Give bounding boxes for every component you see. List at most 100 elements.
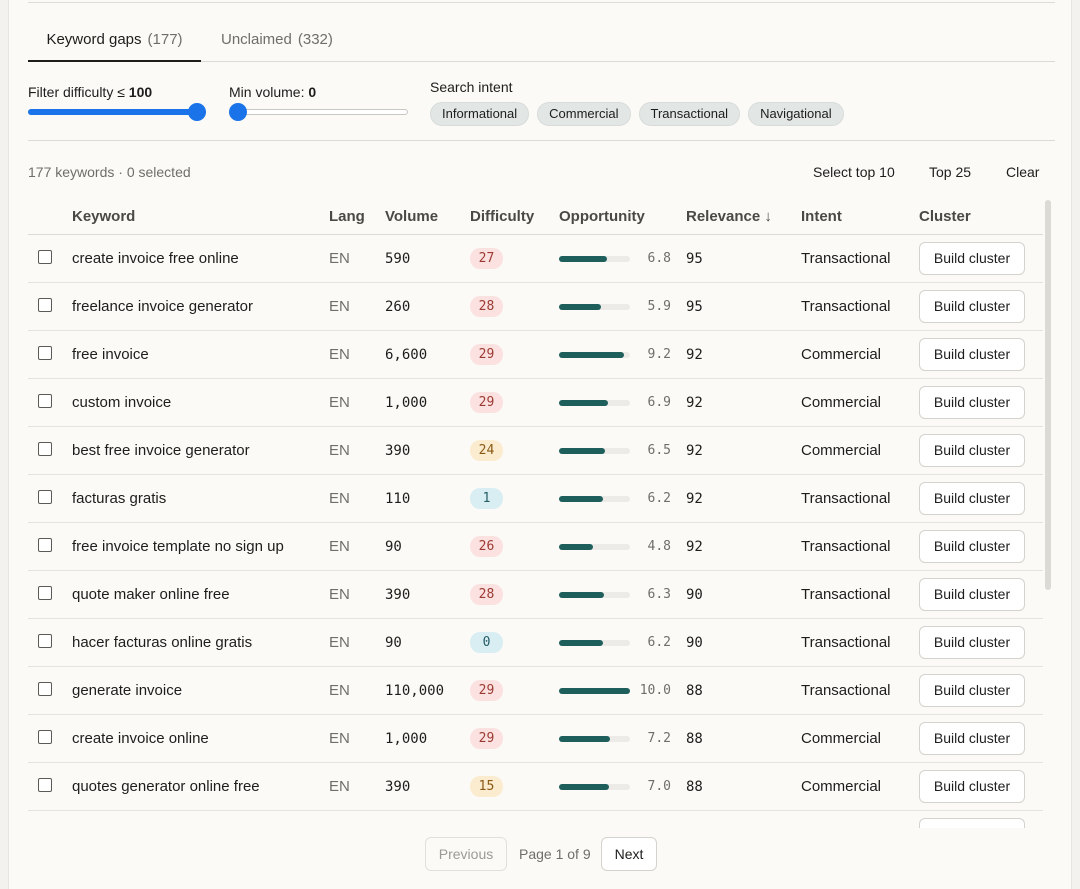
intent-chip-commercial[interactable]: Commercial (537, 102, 631, 126)
volume-cell: 1,000 (385, 731, 428, 747)
row-checkbox[interactable] (38, 490, 52, 504)
build-cluster-button[interactable]: Build cluster (919, 242, 1025, 275)
keyword-cell: hacer facturas online gratis (72, 634, 253, 651)
opportunity-bar-fill (559, 304, 601, 310)
tab-keyword-gaps[interactable]: Keyword gaps (177) (28, 20, 201, 62)
volume-cell: 90 (385, 635, 402, 651)
row-checkbox[interactable] (38, 298, 52, 312)
row-checkbox[interactable] (38, 250, 52, 264)
row-checkbox[interactable] (38, 682, 52, 696)
row-checkbox[interactable] (38, 586, 52, 600)
row-checkbox[interactable] (38, 634, 52, 648)
volume-cell: 590 (385, 251, 411, 267)
build-cluster-button[interactable]: Build cluster (919, 626, 1025, 659)
intent-chip-informational[interactable]: Informational (430, 102, 530, 126)
build-cluster-button[interactable]: Build cluster (919, 482, 1025, 515)
opportunity-value: 6.2 (647, 491, 671, 506)
table-row: free invoice template no sign up EN 90 26 4.… (28, 523, 1043, 571)
keyword-cell: best free invoice generator (72, 442, 250, 459)
top-25-button[interactable]: Top 25 (929, 164, 972, 180)
difficulty-badge: 29 (470, 680, 503, 701)
opportunity-value: 10.0 (639, 683, 671, 698)
opportunity-bar-fill (559, 256, 608, 262)
lang-cell: EN (329, 634, 350, 651)
difficulty-filter-text: Filter difficulty ≤ (28, 84, 129, 100)
tab-unclaimed[interactable]: Unclaimed (332) (221, 20, 333, 62)
intent-cell: Commercial (801, 394, 882, 411)
column-header-relevance[interactable]: Relevance ↓ (686, 208, 772, 225)
row-checkbox[interactable] (38, 730, 52, 744)
keyword-cell: custom invoice (72, 394, 172, 411)
difficulty-slider[interactable] (28, 102, 206, 122)
keyword-cell: free invoice template no sign up (72, 538, 284, 555)
row-checkbox[interactable] (38, 538, 52, 552)
volume-slider-track (238, 109, 408, 115)
table-header: Keyword Lang Volume Difficulty Opportuni… (28, 199, 1043, 235)
build-cluster-button[interactable]: Build cluster (919, 338, 1025, 371)
opportunity-value: 7.0 (647, 779, 671, 794)
relevance-cell: 95 (686, 299, 703, 315)
relevance-cell: 88 (686, 731, 703, 747)
partial-build-cluster-button (919, 818, 1025, 828)
row-checkbox[interactable] (38, 346, 52, 360)
volume-filter-label: Min volume: 0 (229, 84, 316, 100)
difficulty-badge: 24 (470, 440, 503, 461)
next-page-button[interactable]: Next (601, 837, 657, 871)
lang-cell: EN (329, 778, 350, 795)
table-row: quote maker online free EN 390 28 6.3 90 Trans… (28, 571, 1043, 619)
lang-cell: EN (329, 586, 350, 603)
tab-unclaimed-count: (332) (297, 31, 333, 48)
lang-cell: EN (329, 682, 350, 699)
lang-cell: EN (329, 346, 350, 363)
column-header-difficulty[interactable]: Difficulty (470, 208, 535, 225)
opportunity-bar (559, 256, 630, 262)
build-cluster-button[interactable]: Build cluster (919, 530, 1025, 563)
column-header-lang[interactable]: Lang (329, 208, 365, 225)
column-header-opportunity[interactable]: Opportunity (559, 208, 645, 225)
relevance-cell: 92 (686, 491, 703, 507)
volume-slider[interactable] (229, 102, 408, 122)
volume-slider-thumb[interactable] (229, 103, 247, 121)
intent-cell: Transactional (801, 634, 891, 651)
previous-page-button[interactable]: Previous (425, 837, 507, 871)
keyword-cell: quote maker online free (72, 586, 230, 603)
relevance-cell: 90 (686, 587, 703, 603)
build-cluster-button[interactable]: Build cluster (919, 770, 1025, 803)
table-row: facturas gratis EN 110 1 6.2 92 Transactional B… (28, 475, 1043, 523)
build-cluster-button[interactable]: Build cluster (919, 386, 1025, 419)
build-cluster-button[interactable]: Build cluster (919, 722, 1025, 755)
difficulty-slider-thumb[interactable] (188, 103, 206, 121)
select-top-10-button[interactable]: Select top 10 (813, 164, 895, 180)
opportunity-bar-fill (559, 448, 606, 454)
build-cluster-button[interactable]: Build cluster (919, 434, 1025, 467)
page-indicator: Page 1 of 9 (519, 846, 591, 862)
build-cluster-button[interactable]: Build cluster (919, 578, 1025, 611)
intent-chips: Informational Commercial Transactional N… (430, 102, 844, 126)
opportunity-bar (559, 496, 630, 502)
lang-cell: EN (329, 730, 350, 747)
opportunity-value: 6.5 (647, 443, 671, 458)
build-cluster-button[interactable]: Build cluster (919, 290, 1025, 323)
row-checkbox[interactable] (38, 394, 52, 408)
intent-cell: Transactional (801, 538, 891, 555)
opportunity-bar (559, 640, 630, 646)
intent-cell: Transactional (801, 586, 891, 603)
column-header-keyword[interactable]: Keyword (72, 208, 136, 225)
table-scrollbar[interactable] (1045, 200, 1051, 590)
opportunity-bar (559, 304, 630, 310)
difficulty-badge: 0 (470, 632, 503, 653)
column-header-volume[interactable]: Volume (385, 208, 439, 225)
clear-button[interactable]: Clear (1006, 164, 1040, 180)
row-checkbox[interactable] (38, 778, 52, 792)
build-cluster-button[interactable]: Build cluster (919, 674, 1025, 707)
difficulty-badge: 28 (470, 296, 503, 317)
row-checkbox[interactable] (38, 442, 52, 456)
keyword-cell: quotes generator online free (72, 778, 260, 795)
table-row: free invoice EN 6,600 29 9.2 92 Commercial Buil… (28, 331, 1043, 379)
volume-cell: 390 (385, 587, 411, 603)
column-header-intent[interactable]: Intent (801, 208, 842, 225)
intent-chip-transactional[interactable]: Transactional (638, 102, 741, 126)
opportunity-bar-fill (559, 592, 604, 598)
keyword-cell: create invoice online (72, 730, 209, 747)
intent-chip-navigational[interactable]: Navigational (748, 102, 844, 126)
